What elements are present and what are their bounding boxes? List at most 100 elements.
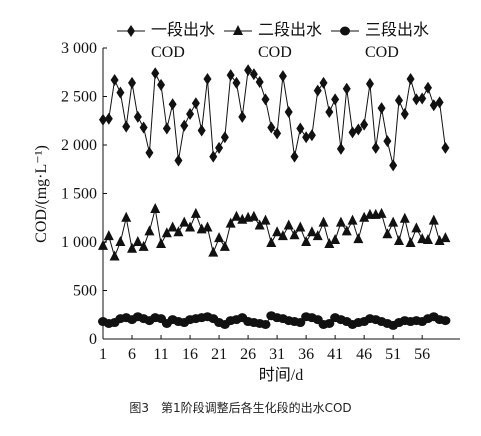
marker (383, 135, 392, 148)
marker (283, 219, 294, 230)
marker (411, 222, 422, 233)
marker (186, 107, 195, 120)
marker (215, 141, 224, 154)
marker (133, 110, 142, 123)
marker (307, 129, 316, 142)
marker (312, 230, 323, 241)
marker (248, 210, 259, 221)
marker (179, 216, 190, 227)
marker (347, 214, 358, 225)
y-axis-label: COD/(mg·L⁻¹) (33, 145, 50, 243)
marker (435, 96, 444, 109)
marker (417, 233, 428, 244)
marker (191, 97, 200, 110)
marker (273, 127, 282, 140)
marker (360, 118, 369, 131)
marker (418, 92, 427, 105)
marker (412, 93, 421, 106)
marker (261, 93, 270, 106)
x-tick-label: 36 (298, 346, 314, 363)
marker (335, 216, 346, 227)
marker (254, 219, 265, 230)
marker (127, 242, 138, 253)
marker (302, 131, 311, 144)
marker (197, 124, 206, 137)
marker (376, 207, 387, 218)
marker (290, 150, 299, 163)
legend-label: 一段出水 COD (151, 22, 216, 61)
marker (306, 226, 317, 237)
y-tick-label: 1 000 (61, 234, 97, 251)
marker (272, 226, 283, 237)
marker (267, 121, 276, 134)
marker (325, 106, 334, 119)
marker (231, 210, 242, 221)
y-tick-label: 500 (73, 283, 97, 300)
marker (318, 216, 329, 227)
x-tick-label: 1 (99, 346, 107, 363)
marker (260, 214, 271, 225)
marker (440, 232, 451, 243)
marker (284, 106, 293, 119)
marker (434, 235, 445, 246)
marker (365, 77, 374, 90)
marker (238, 110, 247, 123)
x-tick-label: 41 (327, 346, 343, 363)
marker (331, 93, 340, 106)
marker (110, 74, 119, 87)
marker (232, 76, 241, 89)
marker (127, 25, 135, 37)
marker (388, 216, 399, 227)
marker (121, 211, 132, 222)
marker (295, 221, 306, 232)
marker (377, 102, 386, 115)
legend-label: 二段出水 COD (258, 22, 323, 61)
marker (341, 225, 352, 236)
marker (340, 26, 350, 36)
marker (371, 141, 380, 154)
y-tick-label: 3 000 (61, 40, 97, 57)
series-line (102, 69, 446, 166)
marker (151, 67, 160, 80)
marker (399, 212, 410, 223)
marker (104, 112, 113, 125)
marker (260, 319, 271, 329)
marker (208, 246, 219, 257)
marker (233, 25, 243, 35)
marker (406, 73, 415, 86)
y-tick-label: 0 (89, 331, 97, 348)
marker (295, 318, 306, 328)
marker (115, 236, 126, 246)
marker (122, 120, 131, 133)
marker (244, 64, 253, 77)
marker (394, 94, 403, 107)
marker (382, 228, 393, 239)
y-tick-label: 2 000 (61, 137, 97, 154)
marker (167, 221, 178, 232)
marker (174, 154, 183, 167)
marker (440, 316, 451, 326)
marker (138, 240, 149, 251)
x-tick-label: 31 (269, 346, 285, 363)
marker (132, 236, 143, 246)
x-tick-label: 26 (240, 346, 256, 363)
x-tick-label: 11 (153, 346, 168, 363)
marker (98, 239, 108, 250)
marker (161, 227, 172, 238)
marker (266, 236, 277, 247)
marker (354, 123, 363, 136)
marker (342, 82, 351, 95)
marker (173, 226, 184, 237)
x-axis-label: 时间/d (259, 366, 303, 384)
marker (162, 122, 171, 135)
marker (168, 98, 177, 111)
marker (214, 232, 225, 243)
marker (422, 234, 433, 245)
marker (359, 211, 370, 222)
marker (220, 131, 229, 144)
legend-label: 三段出水 COD (365, 22, 430, 61)
marker (144, 225, 155, 236)
y-tick-label: 2 500 (61, 89, 97, 106)
marker (190, 207, 201, 218)
